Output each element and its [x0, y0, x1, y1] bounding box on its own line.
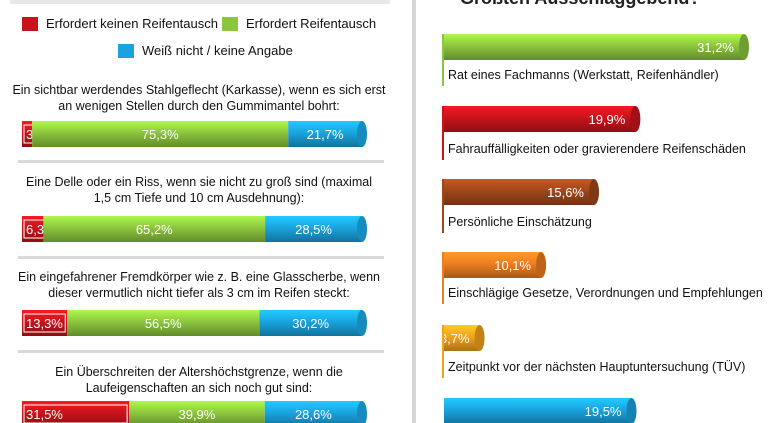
question-2-line-1: Eine Delle oder ein Riss, wenn sie nicht…	[26, 175, 372, 189]
stacked-bar-row: 13,3% 56,5% 30,2%	[22, 310, 367, 336]
bar-end-cap	[357, 310, 367, 336]
bar-value-label: 21,7%	[307, 127, 344, 142]
ranking-connector-line	[442, 179, 444, 233]
ranking-bar-cap	[626, 398, 637, 423]
bar-value-label: 31,5%	[26, 407, 63, 422]
ranking-bar: 19,9%	[442, 106, 641, 160]
ranking-category-label: Fahrauffälligkeiten oder gravierendere R…	[448, 142, 746, 156]
stacked-bar-row: 3,0%75,3%21,7%	[22, 121, 367, 147]
ranking-bar-body	[444, 252, 542, 278]
question-4: Ein Überschreiten der Altershöchstgrenze…	[8, 364, 390, 396]
bar-value-label: 28,5%	[295, 222, 332, 237]
left-panel: Erfordert keinen Reifentausch Erfordert …	[8, 0, 390, 423]
ranking-bar-body	[444, 106, 636, 132]
ranking-connector-line	[442, 34, 444, 86]
question-3: Ein eingefahrener Fremdkörper wie z. B. …	[8, 269, 390, 301]
legend-label: Weiß nicht / keine Angabe	[142, 43, 293, 58]
ranking-bar: 10,1%	[442, 252, 547, 304]
legend-swatch-blue	[118, 43, 134, 58]
question-4-line-2: Laufeigenschaften an sich noch gut sind:	[85, 381, 313, 395]
stacked-bar-chart: 3,0%75,3%21,7%6,3%65,2%28,5%13,3%56,5%30…	[22, 121, 367, 423]
bar-segment	[288, 121, 362, 147]
legend-label: Erfordert Reifentausch	[246, 16, 377, 31]
ranking-bar-cap	[474, 325, 485, 351]
bar-segment	[43, 216, 266, 242]
legend-item-no-change: Erfordert keinen Reifentausch	[22, 16, 218, 31]
bar-value-label: 30,2%	[292, 316, 329, 331]
ranking-bar-cap	[739, 34, 749, 60]
bar-value-label: 65,2%	[136, 222, 173, 237]
question-3-line-2: dieser vermutlich nicht tiefer als 3 cm …	[48, 286, 350, 300]
bar-end-cap	[357, 216, 367, 242]
question-2: Eine Delle oder ein Riss, wenn sie nicht…	[8, 174, 390, 206]
question-1-line-1: Ein sichtbar werdendes Stahlgeflecht (Ka…	[12, 83, 386, 97]
bar-segment	[22, 216, 44, 242]
question-4-line-1: Ein Überschreiten der Altershöchstgrenze…	[55, 365, 343, 379]
ranking-bar: 31,2%	[442, 34, 749, 86]
bar-value-label: 75,3%	[142, 127, 179, 142]
question-1-line-2: an wenigen Stellen durch den Gummimantel…	[58, 99, 340, 113]
ranking-value-label: 10,1%	[494, 258, 531, 273]
separator	[18, 350, 384, 353]
legend-item-change: Erfordert Reifentausch	[222, 16, 376, 31]
ranking-connector-line	[442, 252, 444, 304]
ranking-bar-cap	[536, 252, 547, 278]
ranking-category-label: Persönliche Einschätzung	[448, 215, 592, 229]
question-2-line-2: 1,5 cm Tiefe und 10 cm Ausdehnung):	[93, 191, 305, 205]
bar-end-cap	[357, 121, 367, 147]
ranking-value-label: 19,5%	[585, 404, 622, 419]
ranking-bar-body	[444, 398, 632, 423]
legend-label: Erfordert keinen Reifentausch	[46, 16, 218, 31]
bar-segment	[264, 401, 362, 423]
legend-item-unknown: Weiß nicht / keine Angabe	[118, 43, 293, 58]
panel-divider	[412, 0, 416, 423]
ranking-bar-body	[444, 325, 480, 351]
ranking-value-label: 15,6%	[547, 185, 584, 200]
ranking-category-label: Einschlägige Gesetze, Verordnungen und E…	[448, 286, 763, 300]
clipped-header-text	[10, 0, 390, 4]
bar-segment	[67, 310, 260, 336]
ranking-value-label: 19,9%	[588, 112, 625, 127]
bar-segment	[22, 401, 130, 423]
ranking-category-label: Rat eines Fachmanns (Werkstatt, Reifenhä…	[448, 68, 719, 82]
bar-segment	[129, 401, 265, 423]
ranking-category-label: Zeitpunkt vor der nächsten Hauptuntersuc…	[448, 360, 746, 374]
ranking-value-label: 3,7%	[440, 331, 470, 346]
bar-value-label: 13,3%	[26, 316, 63, 331]
bar-segment	[22, 121, 33, 147]
bar-segment	[259, 310, 362, 336]
stacked-bar-row: 31,5% 39,9% 28,6%	[22, 401, 367, 423]
separator	[18, 160, 384, 163]
ranking-connector-line	[442, 106, 444, 160]
ranking-bar-body	[444, 34, 744, 60]
label-frame	[23, 404, 128, 423]
ranking-connector-line	[442, 325, 444, 378]
bar-end-cap	[357, 401, 367, 423]
separator	[18, 256, 384, 259]
stacked-bar-row: 6,3% 65,2% 28,5%	[22, 216, 367, 242]
question-1: Ein sichtbar werdendes Stahlgeflecht (Ka…	[8, 82, 390, 114]
ranking-bar-cap	[630, 106, 641, 132]
bar-value-label: 39,9%	[178, 407, 215, 422]
question-3-line-1: Ein eingefahrener Fremdkörper wie z. B. …	[18, 270, 380, 284]
bar-segment	[32, 121, 289, 147]
ranking-bar-body	[444, 179, 594, 205]
ranking-bar: 15,6%	[442, 179, 599, 233]
ranking-bar: 3,7%	[440, 325, 485, 378]
legend-swatch-green	[222, 16, 238, 31]
right-panel: Größten Ausschlaggebend? 31,2% 19,9% 15,6%…	[420, 0, 780, 423]
ranking-value-label: 31,2%	[697, 40, 734, 55]
bar-segment	[265, 216, 362, 242]
label-frame	[23, 313, 66, 333]
bar-value-label: 28,6%	[295, 407, 332, 422]
ranking-bar-cap	[589, 179, 599, 205]
ranking-bar-chart: 31,2% 19,9% 15,6% 10,1% 3,7% 19,5%	[440, 34, 749, 423]
legend-swatch-red	[22, 16, 38, 31]
ranking-bar: 19,5%	[444, 398, 637, 423]
chart-title-clipped: Größten Ausschlaggebend?	[460, 0, 700, 9]
bar-value-label: 56,5%	[145, 316, 182, 331]
